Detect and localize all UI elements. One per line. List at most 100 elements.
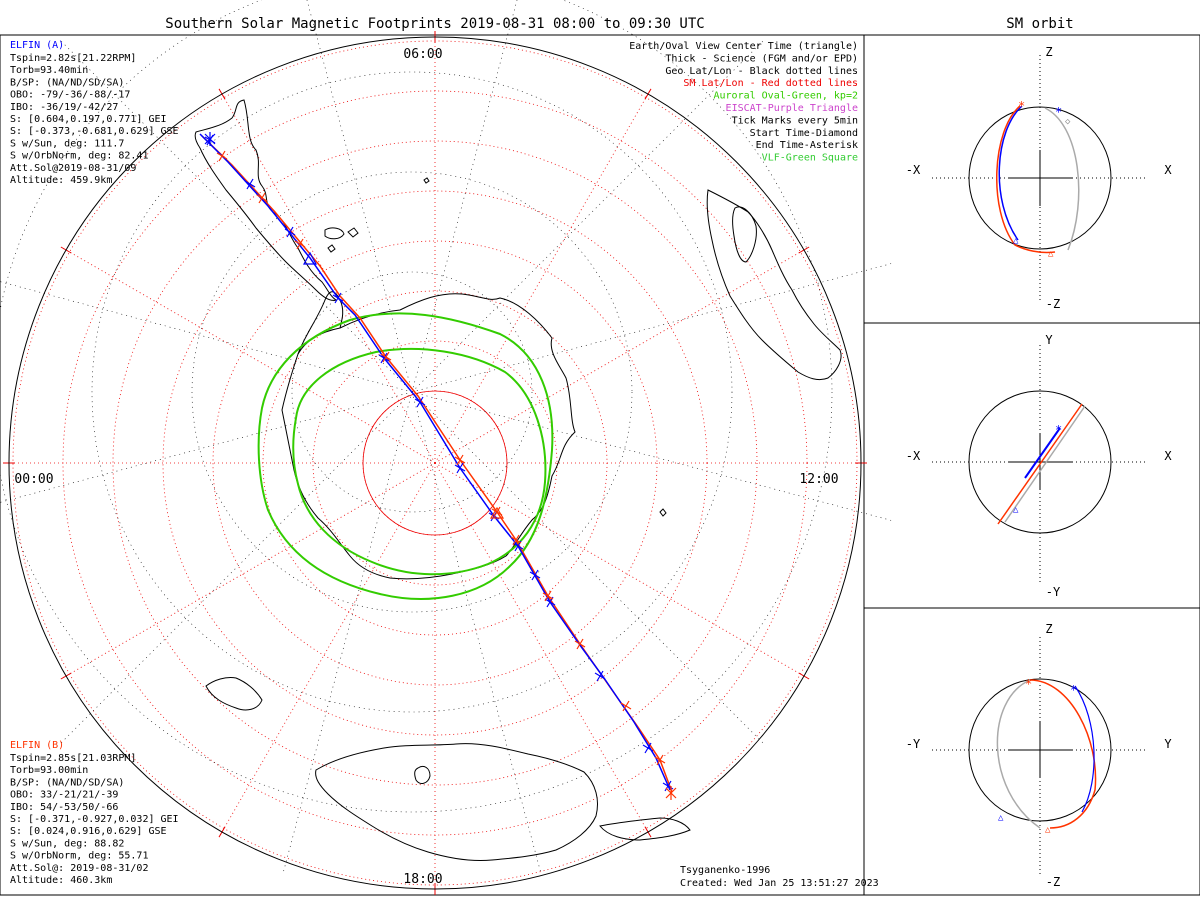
page-title: Southern Solar Magnetic Footprints 2019-… bbox=[165, 16, 704, 32]
elfin-a-info-line: IBO: -36/19/-42/27 bbox=[10, 102, 118, 113]
elfin-b-info-line: S w/OrbNorm, deg: 55.71 bbox=[10, 851, 148, 862]
elfin-b-tick bbox=[622, 700, 630, 712]
axis-top: Y bbox=[1045, 333, 1053, 347]
elfin-b-tick bbox=[656, 754, 664, 766]
elfin-a-tick bbox=[380, 352, 388, 364]
island-4 bbox=[423, 177, 430, 184]
elfin-b-info-line: B/SP: (NA/ND/SD/SA) bbox=[10, 777, 124, 788]
elfin-b-view-center-triangle bbox=[489, 506, 505, 519]
auroral-oval-outer bbox=[257, 312, 554, 600]
geo-longitude-line bbox=[411, 38, 766, 393]
model-label: Tsyganenko-1996 bbox=[680, 865, 770, 876]
elfin-b-end-asterisk bbox=[665, 786, 677, 800]
orbit-frame bbox=[863, 34, 1200, 896]
geo-longitude-line bbox=[0, 391, 413, 503]
sm-grid bbox=[3, 31, 867, 895]
axis-left: -X bbox=[906, 449, 921, 463]
legend-item: Auroral Oval-Green, kp=2 bbox=[714, 91, 859, 102]
elfin-a-start-asterisk bbox=[204, 132, 216, 146]
elfin-a-tick bbox=[246, 178, 254, 190]
axis-bottom: -Y bbox=[1046, 585, 1061, 599]
orbit-b-end-marker: * bbox=[1018, 99, 1025, 113]
legend-item: Geo Lat/Lon - Black dotted lines bbox=[665, 66, 858, 77]
axis-top: Z bbox=[1045, 622, 1052, 636]
sm-longitude-line bbox=[434, 90, 651, 464]
orbit-b-end-marker: * bbox=[1025, 677, 1032, 691]
orbit-gray bbox=[1044, 107, 1080, 251]
antarctic-peninsula-outline bbox=[297, 291, 344, 355]
geo-longitude-line bbox=[0, 281, 413, 393]
clock-label-top: 06:00 bbox=[403, 47, 442, 62]
elfin-b-tick bbox=[258, 192, 266, 204]
geo-longitude-line bbox=[306, 0, 413, 393]
orbit-a-end-marker: * bbox=[1055, 423, 1062, 437]
island-1 bbox=[347, 227, 359, 238]
axis-right: Y bbox=[1164, 737, 1172, 751]
orbit-a bbox=[1024, 427, 1061, 479]
sm-latitude-circle bbox=[212, 240, 658, 686]
elfin-a-info-line: Att.Sol@2019-08-31/09 bbox=[10, 163, 136, 174]
orbit-a-end-marker: * bbox=[1055, 105, 1062, 119]
elfin-b-info-line: S: [0.024,0.916,0.629] GSE bbox=[10, 826, 167, 837]
polar-map: 06:00 00:00 12:00 18:00 bbox=[0, 0, 896, 895]
axis-left: -Y bbox=[906, 737, 921, 751]
elfin-a-tick bbox=[644, 742, 652, 754]
elfin-b-info: ELFIN (B) Tspin=2.85s[21.03RPM]Torb=93.0… bbox=[10, 740, 179, 886]
island-3 bbox=[659, 508, 667, 517]
orbit-a-triangle: △ bbox=[998, 813, 1004, 823]
orbit-b bbox=[997, 403, 1083, 525]
sm-latitude-circle bbox=[312, 340, 558, 586]
sm-longitude-line bbox=[434, 462, 651, 836]
new-zealand-outline bbox=[205, 677, 263, 711]
start-diamond: ◇ bbox=[1065, 117, 1071, 127]
elfin-a-info: ELFIN (A) Tspin=2.82s[21.22RPM]Torb=93.4… bbox=[10, 40, 179, 186]
axis-left: -X bbox=[906, 163, 921, 177]
elfin-a-info-line: S w/Sun, deg: 111.7 bbox=[10, 138, 124, 149]
elfin-a-info-line: S: [-0.373,-0.681,0.629] GSE bbox=[10, 126, 179, 137]
elfin-b-tick bbox=[512, 534, 520, 546]
created-label: Created: Wed Jan 25 13:51:27 2023 bbox=[680, 878, 879, 889]
elfin-b-info-line: S: [-0.371,-0.927,0.032] GEI bbox=[10, 814, 179, 825]
sm-longitude-line bbox=[434, 462, 808, 679]
elfin-b-info-line: Tspin=2.85s[21.03RPM] bbox=[10, 753, 136, 764]
geo-latitude-circle bbox=[191, 171, 633, 613]
australia-outline bbox=[315, 743, 598, 861]
elfin-a-tick bbox=[334, 292, 342, 304]
auroral-oval-inner bbox=[292, 347, 547, 576]
elfin-a-tick bbox=[286, 226, 294, 238]
south-america-outline bbox=[194, 99, 338, 301]
geo-longitude-line bbox=[411, 391, 896, 522]
orbit-panel-yz: * * △ △ Z -Z -Y Y bbox=[906, 622, 1173, 889]
elfin-b-info-line: Altitude: 460.3km bbox=[10, 875, 112, 886]
sm-longitude-line bbox=[62, 462, 436, 679]
elfin-b-info-line: OBO: 33/-21/21/-39 bbox=[10, 790, 118, 801]
geo-longitude-line bbox=[282, 391, 413, 876]
elfin-a-tick bbox=[596, 670, 604, 682]
island-2 bbox=[327, 244, 336, 253]
elfin-b-info-line: Torb=93.00min bbox=[10, 765, 88, 776]
geo-latitude-circle bbox=[91, 71, 733, 713]
orbit-b-triangle: △ bbox=[1048, 249, 1054, 259]
sm-longitude-line bbox=[434, 247, 808, 464]
legend-item: VLF-Green Square bbox=[762, 153, 858, 164]
elfin-b-tick bbox=[544, 590, 552, 602]
orbit-b-triangle: △ bbox=[1045, 825, 1051, 835]
elfin-a-tick bbox=[456, 462, 464, 474]
elfin-b-tick bbox=[493, 506, 501, 518]
map-boundary bbox=[8, 36, 862, 890]
elfin-b-info-line: Att.Sol@: 2019-08-31/02 bbox=[10, 863, 148, 874]
orbit-a-triangle: △ bbox=[1013, 505, 1019, 515]
elfin-a-info-line: Tspin=2.82s[21.22RPM] bbox=[10, 53, 136, 64]
orbit-gray bbox=[996, 679, 1041, 829]
elfin-a-info-line: B/SP: (NA/ND/SD/SA) bbox=[10, 77, 124, 88]
elfin-a-info-line: Altitude: 459.9km bbox=[10, 175, 112, 186]
elfin-b-info-line: IBO: 54/-53/50/-66 bbox=[10, 802, 118, 813]
geo-longitude-line bbox=[411, 391, 766, 746]
elfin-a-info-line: OBO: -79/-36/-88/-17 bbox=[10, 90, 130, 101]
geo-longitude-line bbox=[411, 0, 518, 393]
elfin-b-tick bbox=[218, 150, 226, 162]
orbit-b bbox=[1029, 679, 1097, 829]
orbit-title: SM orbit bbox=[1006, 16, 1073, 32]
clock-label-right: 12:00 bbox=[799, 472, 838, 487]
